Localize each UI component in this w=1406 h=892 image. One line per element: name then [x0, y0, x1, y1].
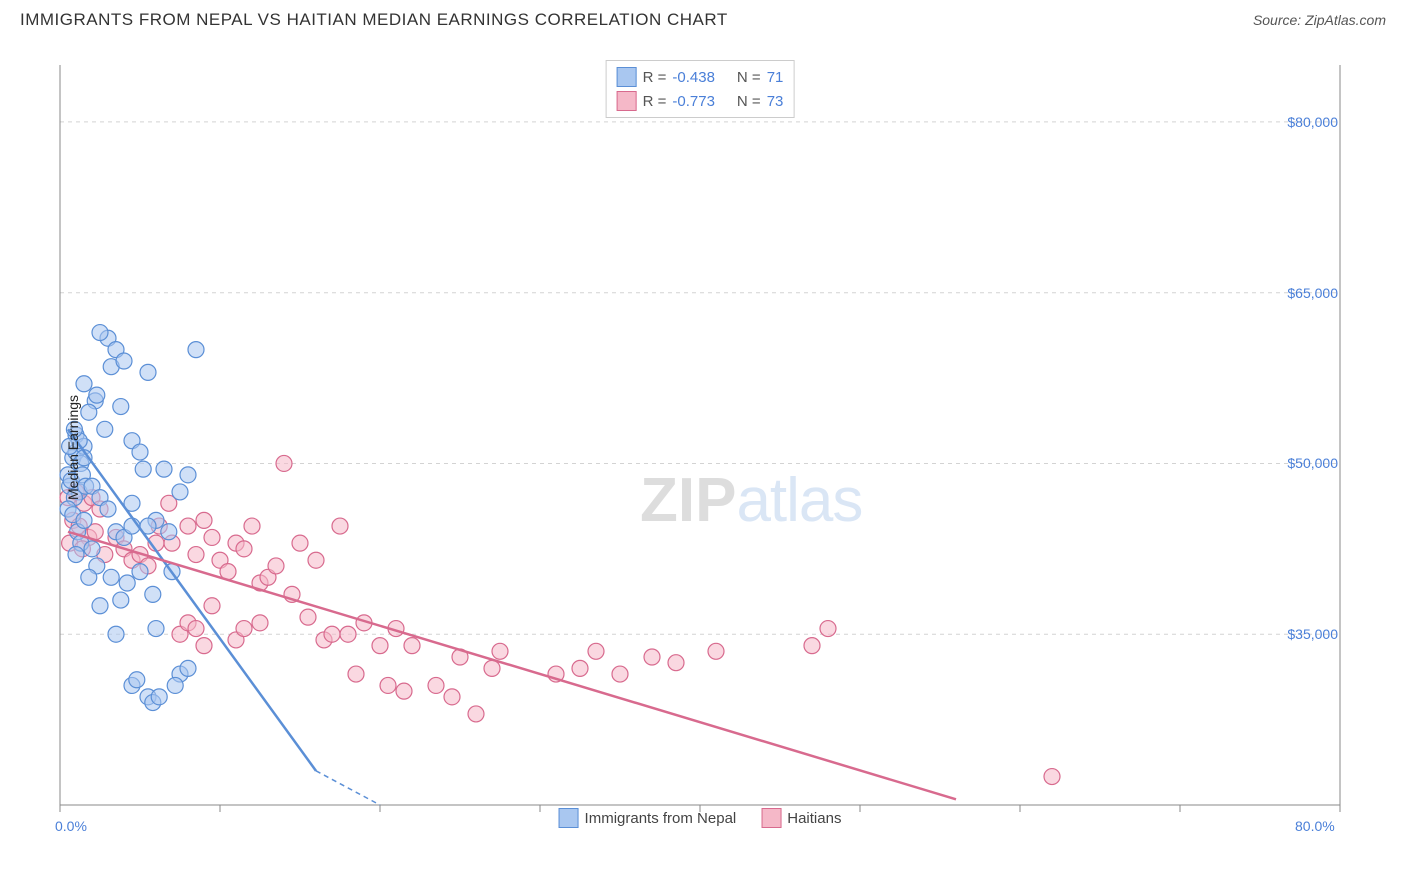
scatter-chart-svg — [50, 60, 1350, 830]
legend-swatch-nepal — [617, 67, 637, 87]
legend-r-haitian: -0.773 — [672, 93, 715, 110]
legend-label-haitian: Haitians — [787, 810, 841, 827]
legend-swatch-haitian — [617, 91, 637, 111]
legend-n-label: N = — [737, 93, 761, 110]
series-legend: Immigrants from Nepal Haitians — [559, 808, 842, 828]
y-axis-label: Median Earnings — [65, 395, 81, 500]
ytick-label: $50,000 — [1287, 455, 1338, 471]
legend-row-nepal: R = -0.438 N = 71 — [617, 65, 784, 89]
legend-r-label: R = — [643, 93, 667, 110]
chart-title: IMMIGRANTS FROM NEPAL VS HAITIAN MEDIAN … — [20, 10, 728, 30]
legend-n-nepal: 71 — [767, 69, 784, 86]
ytick-label: $35,000 — [1287, 626, 1338, 642]
legend-row-haitian: R = -0.773 N = 73 — [617, 89, 784, 113]
xtick-label: 80.0% — [1295, 818, 1335, 834]
correlation-legend: R = -0.438 N = 71 R = -0.773 N = 73 — [606, 60, 795, 118]
legend-r-nepal: -0.438 — [672, 69, 715, 86]
legend-n-haitian: 73 — [767, 93, 784, 110]
ytick-label: $65,000 — [1287, 285, 1338, 301]
legend-r-label: R = — [643, 69, 667, 86]
legend-n-label: N = — [737, 69, 761, 86]
legend-swatch-nepal-icon — [559, 808, 579, 828]
xtick-label: 0.0% — [55, 818, 87, 834]
legend-item-nepal: Immigrants from Nepal — [559, 808, 737, 828]
legend-swatch-haitian-icon — [761, 808, 781, 828]
source-label: Source: ZipAtlas.com — [1253, 12, 1386, 28]
chart-area: Median Earnings R = -0.438 N = 71 R = -0… — [50, 60, 1350, 830]
legend-label-nepal: Immigrants from Nepal — [585, 810, 737, 827]
ytick-label: $80,000 — [1287, 114, 1338, 130]
legend-item-haitian: Haitians — [761, 808, 841, 828]
